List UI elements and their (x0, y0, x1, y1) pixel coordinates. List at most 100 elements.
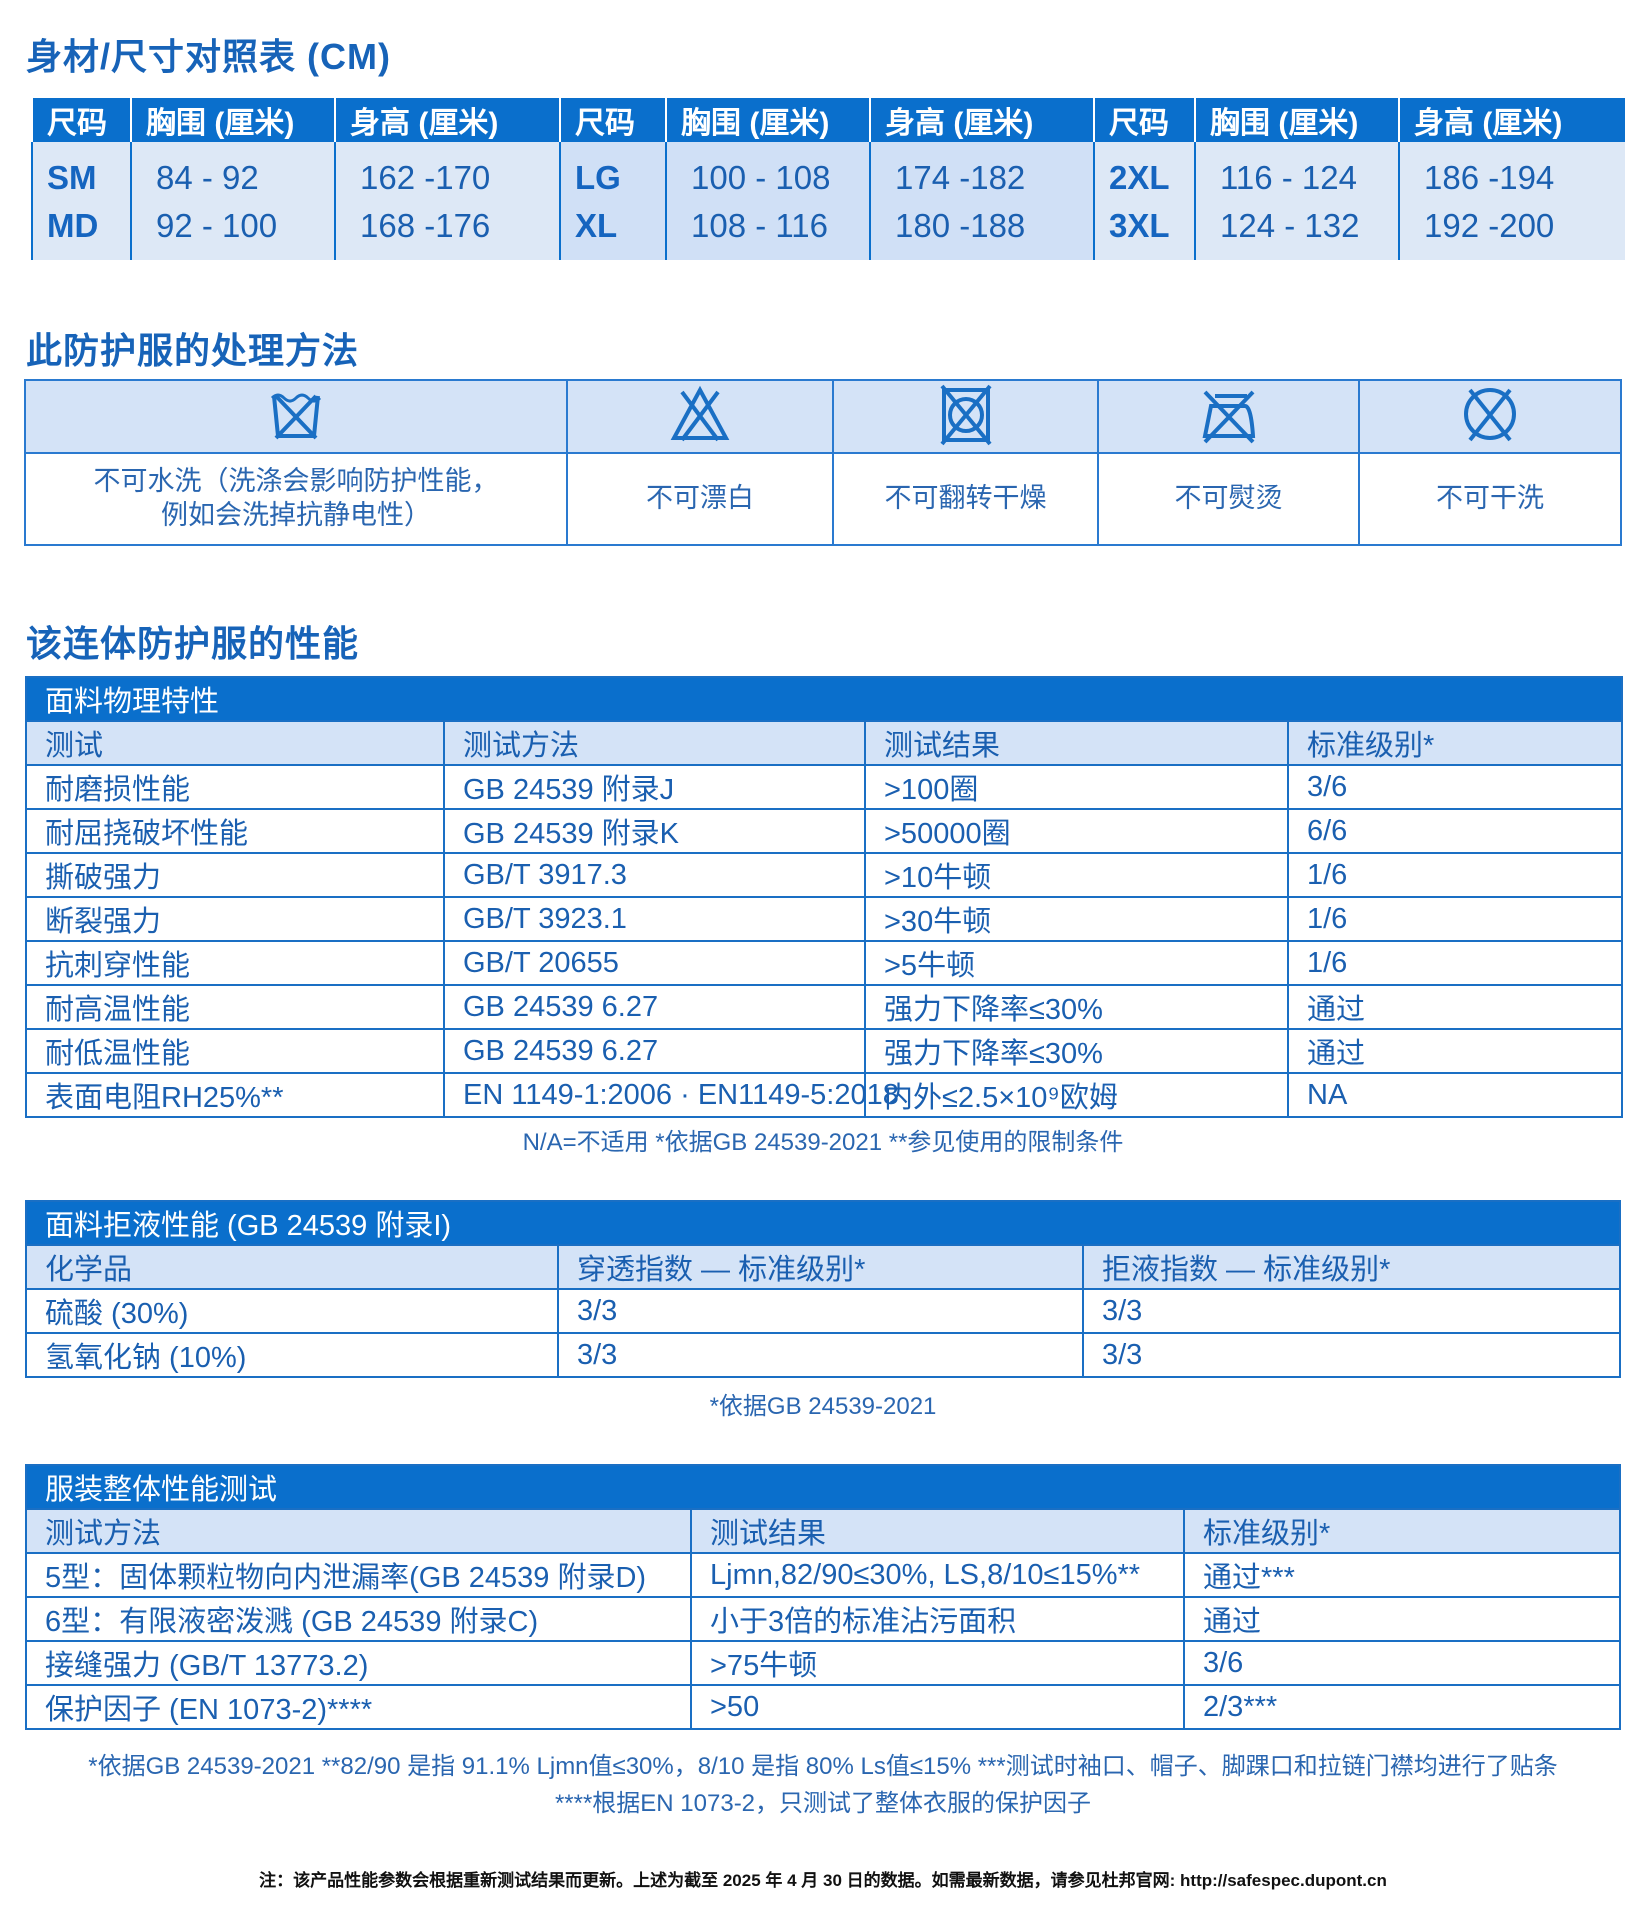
table-cell: GB/T 20655 (443, 940, 866, 986)
table-cell: 5型：固体颗粒物向内泄漏率(GB 24539 附录D) (25, 1552, 692, 1598)
table-cell: 3/3 (1082, 1332, 1621, 1378)
table-cell: GB 24539 6.27 (443, 1028, 866, 1074)
table-cell: 通过 (1286, 984, 1624, 1030)
table-cell: 小于3倍的标准沾污面积 (690, 1596, 1185, 1642)
performance-title: 该连体防护服的性能 (26, 623, 360, 664)
size-header-row: 尺码 胸围 (厘米) 身高 (厘米) 尺码 胸围 (厘米) 身高 (厘米) 尺码 胸围 (厘米… (31, 98, 1625, 142)
column-header: 穿透指数 — 标准级别* (557, 1244, 1084, 1290)
care-icon-cell (1358, 379, 1622, 454)
physical-properties-table: 面料物理特性 测试 测试方法 测试结果 标准级别* 耐磨损性能 GB 24539 附录J >1… (24, 676, 1624, 1118)
table-cell: >50000圈 (864, 808, 1289, 854)
table-row: 硫酸 (30%) 3/3 3/3 (25, 1288, 1621, 1334)
table-cell: 1/6 (1286, 940, 1624, 986)
care-label: 不可漂白 (566, 452, 834, 546)
table-cell: 通过 (1286, 1028, 1624, 1074)
size-header-cell: 身高 (厘米) (1398, 98, 1625, 142)
table-row: 6型：有限液密泼溅 (GB 24539 附录C) 小于3倍的标准沾污面积 通过 (25, 1596, 1622, 1642)
size-range: 168 -176 (334, 202, 560, 260)
column-header: 拒液指数 — 标准级别* (1082, 1244, 1621, 1290)
liquid-repellency-table: 面料拒液性能 (GB 24539 附录I) 化学品 穿透指数 — 标准级别* 拒液指数… (25, 1200, 1621, 1378)
column-header-row: 化学品 穿透指数 — 标准级别* 拒液指数 — 标准级别* (25, 1244, 1621, 1290)
size-code: 3XL (1093, 202, 1195, 260)
size-header-cell: 身高 (厘米) (334, 98, 560, 142)
care-label-row: 不可水洗（洗涤会影响防护性能， 例如会洗掉抗静电性） 不可漂白 不可翻转干燥 不可熨烫… (24, 452, 1622, 546)
physical-note: N/A=不适用 *依据GB 24539-2021 **参见使用的限制条件 (522, 1129, 1124, 1156)
no-bleach-icon (670, 385, 730, 442)
table-row: 氢氧化钠 (10%) 3/3 3/3 (25, 1332, 1621, 1378)
size-code: XL (559, 202, 666, 260)
table-cell: 接缝强力 (GB/T 13773.2) (25, 1640, 692, 1686)
table-title: 服装整体性能测试 (24, 1464, 1622, 1510)
size-header-cell: 尺码 (559, 98, 666, 142)
table-cell: 强力下降率≤30% (864, 984, 1289, 1030)
table-cell: EN 1149-1:2006 · EN1149-5:2018 (443, 1072, 899, 1118)
table-cell: Ljmn,82/90≤30%, LS,8/10≤15%** (690, 1552, 1185, 1598)
table-cell: >75牛顿 (690, 1640, 1185, 1686)
table-cell: 6/6 (1286, 808, 1624, 854)
table-cell: 断裂强力 (25, 896, 445, 942)
size-range: 108 - 116 (665, 202, 870, 260)
table-cell: 硫酸 (30%) (25, 1288, 559, 1334)
footer-note: 注：该产品性能参数会根据重新测试结果而更新。上述为截至 2025 年 4 月 3… (259, 1871, 1387, 1890)
column-header: 标准级别* (1286, 720, 1624, 766)
care-icon-cell (1097, 379, 1360, 454)
size-range: 186 -194 (1398, 142, 1625, 202)
table-cell: >5牛顿 (864, 940, 1289, 986)
table-cell: 氢氧化钠 (10%) (25, 1332, 559, 1378)
size-header-cell: 身高 (厘米) (869, 98, 1094, 142)
garment-performance-table: 服装整体性能测试 测试方法 测试结果 标准级别* 5型：固体颗粒物向内泄漏率(GB 24… (24, 1464, 1622, 1730)
table-row: 撕破强力 GB/T 3917.3 >10牛顿 1/6 (25, 852, 1624, 898)
column-header: 标准级别* (1182, 1508, 1622, 1554)
care-icon-cell (566, 379, 834, 454)
size-chart-title: 身材/尺寸对照表 (CM) (26, 36, 391, 77)
table-cell: 保护因子 (EN 1073-2)**** (25, 1684, 692, 1730)
size-range: 180 -188 (869, 202, 1094, 260)
care-icon-row (24, 379, 1622, 454)
table-cell: 3/6 (1286, 764, 1624, 810)
table-row: 耐屈挠破坏性能 GB 24539 附录K >50000圈 6/6 (25, 808, 1624, 854)
table-title-row: 面料物理特性 (24, 676, 1624, 722)
size-range: 116 - 124 (1194, 142, 1399, 202)
table-cell: 通过 (1182, 1596, 1622, 1642)
table-cell: 3/3 (557, 1332, 1084, 1378)
size-range: 84 - 92 (130, 142, 335, 202)
size-header-cell: 尺码 (31, 98, 131, 142)
table-title-row: 服装整体性能测试 (24, 1464, 1622, 1510)
size-code: 2XL (1093, 142, 1195, 202)
table-row: 耐磨损性能 GB 24539 附录J >100圈 3/6 (25, 764, 1624, 810)
size-range: 192 -200 (1398, 202, 1625, 260)
garment-note-2: ****根据EN 1073-2，只测试了整体衣服的保护因子 (554, 1790, 1092, 1817)
table-cell: GB/T 3923.1 (443, 896, 866, 942)
size-range: 162 -170 (334, 142, 560, 202)
garment-note-1: *依据GB 24539-2021 **82/90 是指 91.1% Ljmn值≤… (88, 1753, 1558, 1780)
table-row: 表面电阻RH25%** EN 1149-1:2006 · EN1149-5:201… (25, 1072, 1624, 1118)
size-range: 92 - 100 (130, 202, 335, 260)
table-cell: 撕破强力 (25, 852, 445, 898)
table-cell: 2/3*** (1182, 1684, 1622, 1730)
table-cell: 内外≤2.5×10⁹欧姆 (864, 1072, 1289, 1118)
table-cell: GB 24539 附录J (443, 764, 866, 810)
size-range: 100 - 108 (665, 142, 870, 202)
care-table: 不可水洗（洗涤会影响防护性能， 例如会洗掉抗静电性） 不可漂白 不可翻转干燥 不可熨烫… (24, 379, 1622, 546)
table-cell: 耐磨损性能 (25, 764, 445, 810)
size-chart-table: 尺码 胸围 (厘米) 身高 (厘米) 尺码 胸围 (厘米) 身高 (厘米) 尺码 胸围 (厘米… (31, 98, 1625, 260)
table-cell: 6型：有限液密泼溅 (GB 24539 附录C) (25, 1596, 692, 1642)
table-title-row: 面料拒液性能 (GB 24539 附录I) (25, 1200, 1621, 1246)
table-cell: 通过*** (1182, 1552, 1622, 1598)
table-cell: GB 24539 附录K (443, 808, 866, 854)
table-cell: 1/6 (1286, 896, 1624, 942)
table-row: 保护因子 (EN 1073-2)**** >50 2/3*** (25, 1684, 1622, 1730)
column-header: 测试结果 (690, 1508, 1185, 1554)
table-cell: 3/6 (1182, 1640, 1622, 1686)
table-cell: 表面电阻RH25%** (25, 1072, 445, 1118)
care-label: 不可水洗（洗涤会影响防护性能， 例如会洗掉抗静电性） (24, 452, 568, 546)
table-cell: 耐高温性能 (25, 984, 445, 1030)
liquid-note: *依据GB 24539-2021 (709, 1393, 937, 1420)
table-cell: NA (1286, 1072, 1624, 1118)
table-cell: 耐低温性能 (25, 1028, 445, 1074)
table-cell: 强力下降率≤30% (864, 1028, 1289, 1074)
table-row: 断裂强力 GB/T 3923.1 >30牛顿 1/6 (25, 896, 1624, 942)
column-header-row: 测试方法 测试结果 标准级别* (25, 1508, 1622, 1554)
size-header-cell: 胸围 (厘米) (130, 98, 335, 142)
size-header-cell: 胸围 (厘米) (1194, 98, 1399, 142)
